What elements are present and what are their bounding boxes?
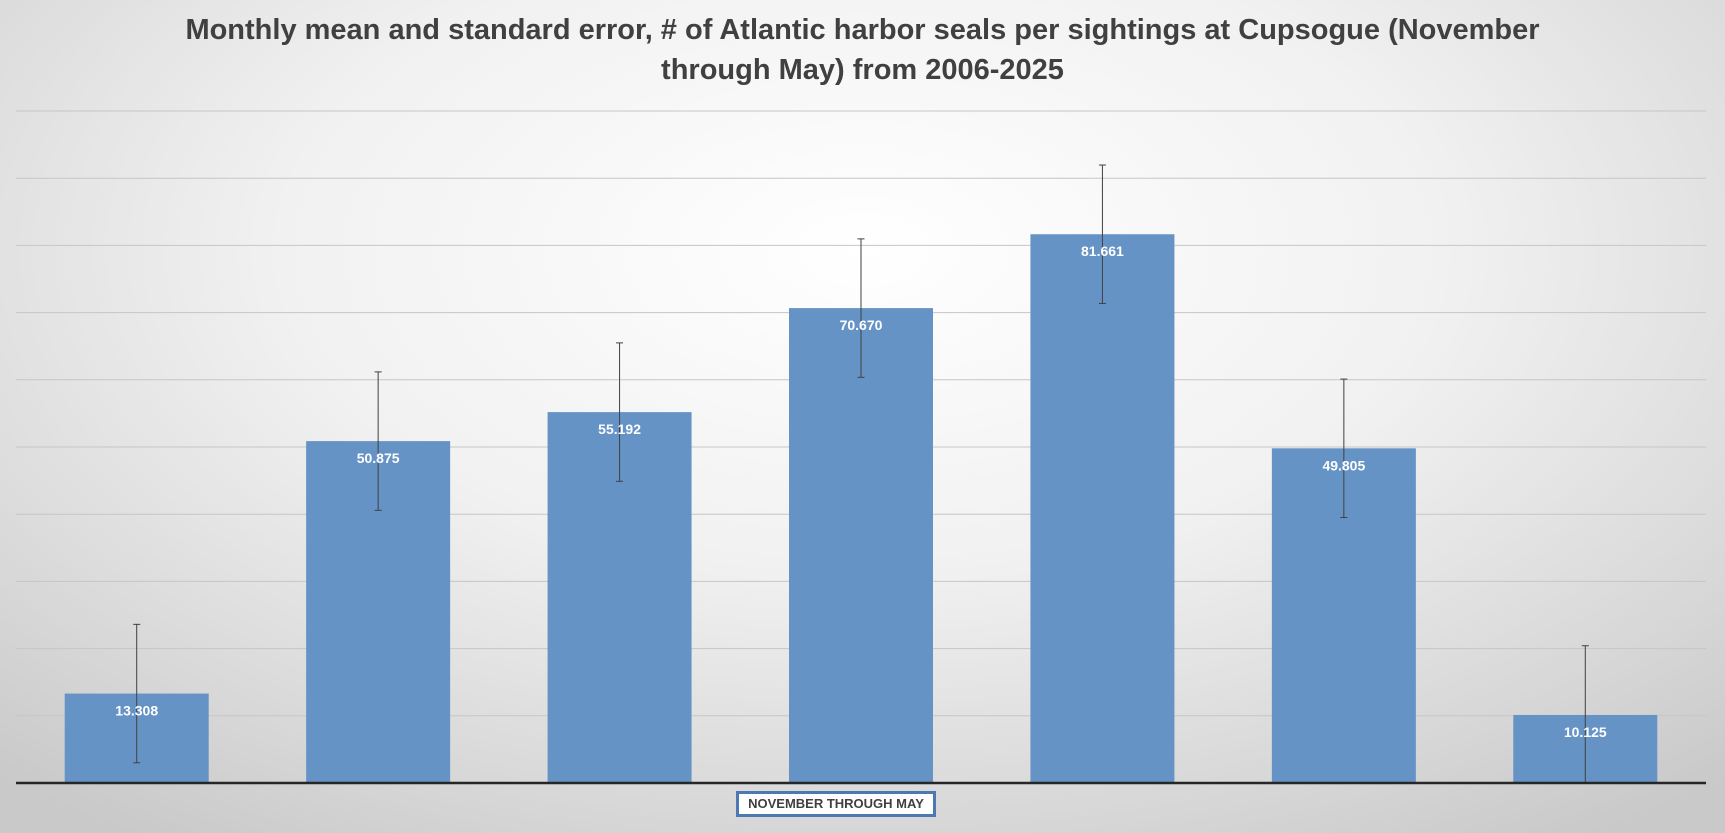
bar — [1030, 234, 1175, 783]
chart-title: Monthly mean and standard error, # of At… — [185, 14, 1540, 86]
bar — [789, 308, 933, 783]
data-label: 13.308 — [115, 703, 158, 719]
data-label: 70.670 — [840, 317, 883, 333]
bars — [64, 234, 1658, 783]
data-label: 10.125 — [1564, 724, 1607, 740]
data-label: 49.805 — [1322, 457, 1365, 473]
data-labels: 13.308 50.875 55.192 70.670 81.661 49.805 10.1… — [115, 243, 1607, 740]
x-axis-title: NOVEMBER THROUGH MAY — [736, 791, 936, 817]
error-bars — [133, 164, 1589, 784]
data-label: 50.875 — [357, 450, 400, 466]
data-label: 81.661 — [1081, 243, 1124, 259]
data-label: 55.192 — [598, 421, 641, 437]
